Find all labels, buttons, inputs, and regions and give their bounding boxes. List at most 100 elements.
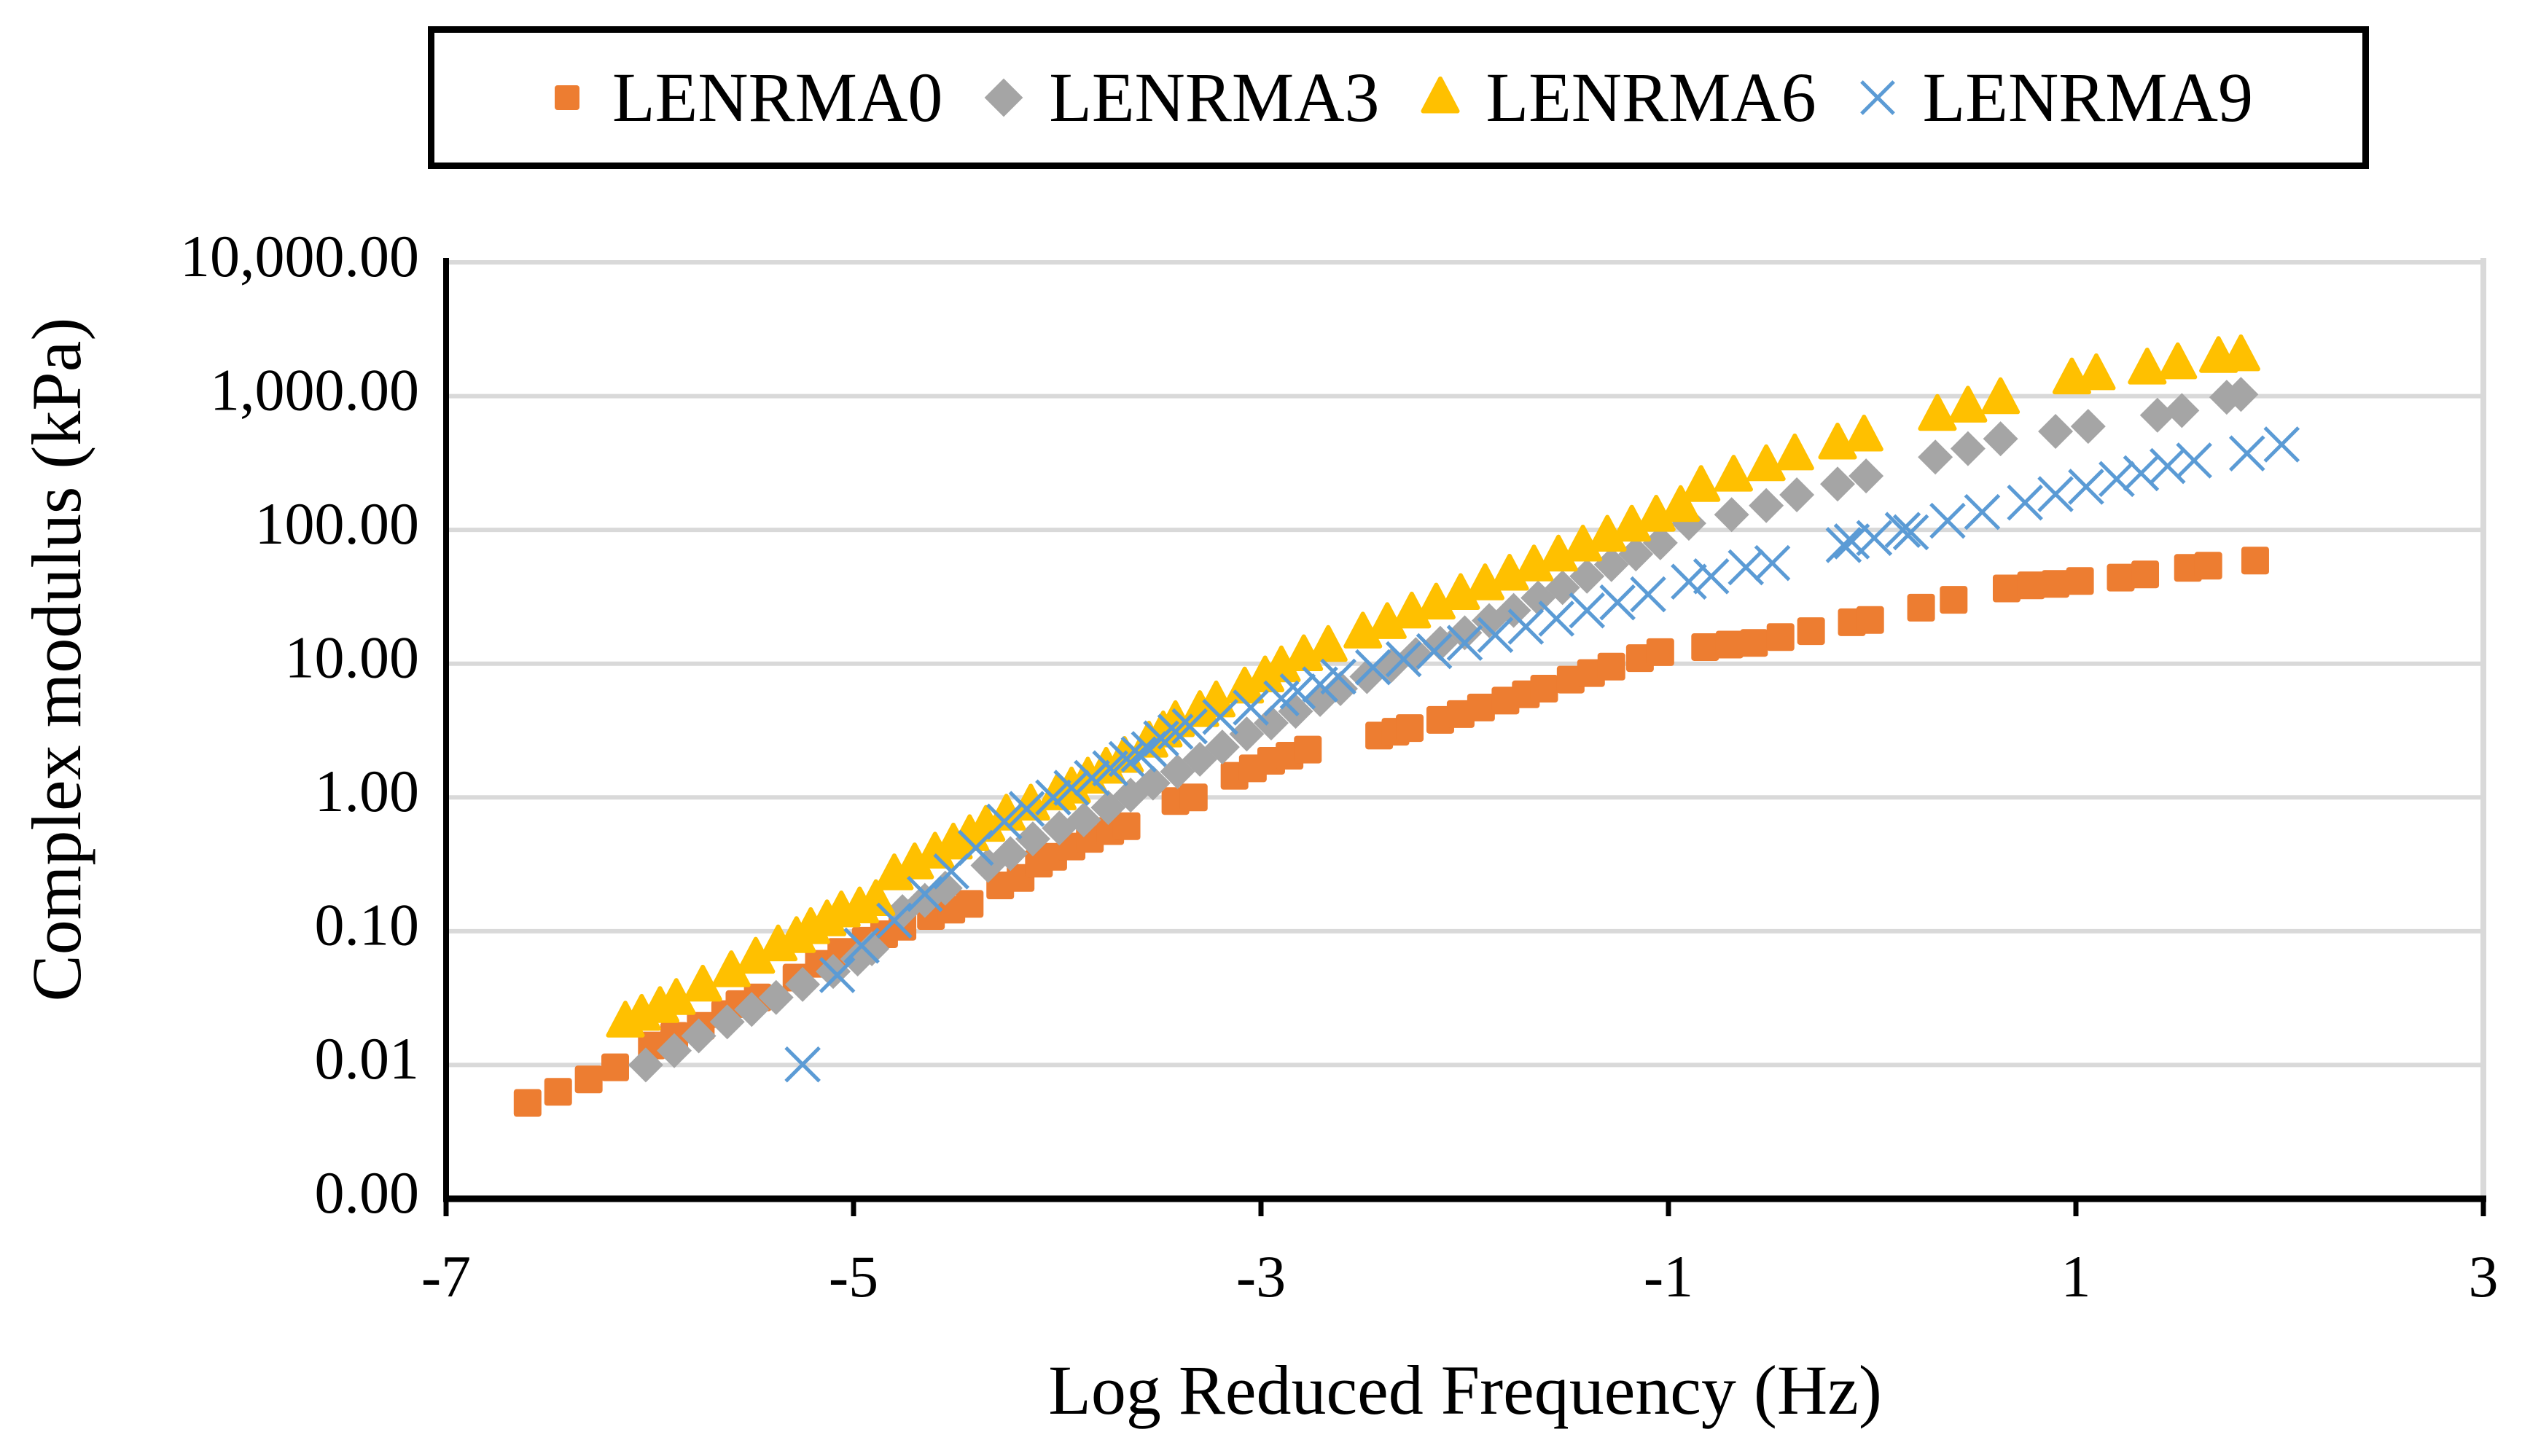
legend-item-lenrma9: LENRMA9 — [1854, 63, 2253, 133]
data-point-marker — [956, 890, 984, 918]
data-point-marker — [1446, 625, 1483, 662]
legend-item-label: LENRMA0 — [612, 58, 943, 136]
legend-item-label: LENRMA6 — [1486, 58, 1816, 136]
data-point-marker — [1396, 714, 1424, 743]
data-point-marker — [2068, 469, 2104, 505]
data-point-marker — [1714, 455, 1753, 492]
legend-item-lenrma0: LENRMA0 — [544, 63, 942, 133]
data-point-marker — [1569, 592, 1606, 629]
data-point-marker — [2107, 563, 2135, 592]
triangle-marker-icon — [1417, 74, 1464, 121]
data-point-marker — [784, 1046, 821, 1083]
data-point-marker — [856, 879, 896, 917]
data-point-marker — [1779, 477, 1815, 512]
data-point-marker — [1302, 666, 1338, 702]
x-tick-label: 3 — [2469, 1243, 2499, 1310]
data-point-marker — [574, 1065, 603, 1094]
data-point-marker — [1035, 779, 1071, 816]
data-point-marker — [758, 979, 794, 1015]
data-point-marker — [1308, 625, 1348, 662]
y-tick-label: 10.00 — [285, 625, 420, 691]
data-point-marker — [1229, 716, 1265, 752]
data-point-marker — [1950, 431, 1986, 466]
data-point-marker — [1693, 557, 1730, 595]
data-point-marker — [1593, 547, 1629, 582]
data-point-marker — [1618, 536, 1654, 572]
triangle-glyph — [1421, 76, 1460, 114]
data-point-marker — [2228, 435, 2265, 472]
x-tick-label: -3 — [1236, 1243, 1286, 1310]
legend: LENRMA0 LENRMA3 LENRMA6 LENRMA9 — [428, 26, 2369, 169]
x-tick-label: -1 — [1644, 1243, 1693, 1310]
data-point-marker — [2038, 413, 2074, 449]
data-point-marker — [2066, 567, 2094, 595]
data-point-marker — [2099, 461, 2135, 498]
diamond-glyph — [984, 78, 1023, 117]
data-point-marker — [1294, 735, 1322, 764]
data-point-marker — [1740, 629, 1768, 657]
data-point-marker — [1983, 421, 2018, 457]
data-point-marker — [1848, 458, 1884, 494]
data-point-marker — [1507, 608, 1545, 645]
y-tick-label: 100.00 — [255, 490, 420, 557]
data-point-marker — [1884, 512, 1921, 548]
data-point-marker — [1320, 658, 1357, 695]
data-point-marker — [1754, 544, 1791, 582]
data-point-marker — [1597, 652, 1625, 681]
data-point-marker — [1416, 633, 1453, 670]
data-point-marker — [1467, 693, 1495, 721]
data-point-marker — [1682, 465, 1721, 502]
series-LENRMA9 — [784, 426, 2300, 1083]
data-point-marker — [681, 1018, 717, 1054]
data-point-marker — [1171, 708, 1208, 745]
data-point-marker — [1992, 574, 2021, 603]
data-point-marker — [1630, 576, 1666, 613]
data-point-marker — [2158, 342, 2198, 380]
data-point-marker — [1892, 514, 1929, 551]
x-tick-label: -5 — [829, 1243, 878, 1310]
data-point-marker — [1918, 394, 1957, 431]
data-point-marker — [2007, 484, 2043, 521]
data-point-marker — [657, 1033, 692, 1068]
y-tick-label: 0.00 — [315, 1159, 420, 1226]
data-point-marker — [601, 1053, 629, 1081]
data-point-marker — [1530, 675, 1558, 703]
data-point-marker — [1856, 520, 1893, 557]
data-point-marker — [1204, 729, 1240, 765]
x-tick-label: -7 — [421, 1243, 471, 1310]
data-point-marker — [1253, 705, 1289, 741]
data-point-marker — [513, 1089, 542, 1117]
data-point-marker — [1819, 466, 1855, 502]
data-point-marker — [1642, 525, 1678, 560]
data-point-marker — [1233, 689, 1269, 726]
data-point-marker — [1496, 592, 1531, 628]
data-point-marker — [1179, 783, 1208, 812]
data-point-marker — [785, 966, 821, 1002]
data-point-marker — [876, 902, 913, 939]
data-point-marker — [986, 803, 1023, 840]
y-axis-title: Complex modulus (kPa) — [17, 317, 95, 1002]
data-point-marker — [1538, 600, 1575, 637]
data-point-marker — [2223, 377, 2259, 412]
legend-item-label: LENRMA9 — [1922, 58, 2253, 136]
data-point-marker — [1746, 444, 1786, 482]
data-point-marker — [907, 875, 943, 912]
data-point-marker — [1120, 736, 1157, 772]
data-point-marker — [819, 957, 856, 993]
data-point-marker — [1775, 433, 1814, 471]
data-point-marker — [1599, 584, 1636, 621]
data-point-marker — [1749, 488, 1784, 523]
data-point-marker — [2263, 426, 2300, 463]
data-point-marker — [1066, 802, 1101, 838]
data-point-marker — [2128, 348, 2167, 385]
y-tick-label: 1,000.00 — [210, 356, 419, 423]
data-point-marker — [1929, 502, 1966, 539]
data-point-marker — [544, 1078, 572, 1106]
data-point-marker — [1964, 493, 2001, 531]
data-point-marker — [1691, 633, 1719, 661]
series-LENRMA6 — [606, 334, 2260, 1038]
data-point-marker — [1940, 586, 1968, 614]
data-point-marker — [2037, 476, 2074, 512]
